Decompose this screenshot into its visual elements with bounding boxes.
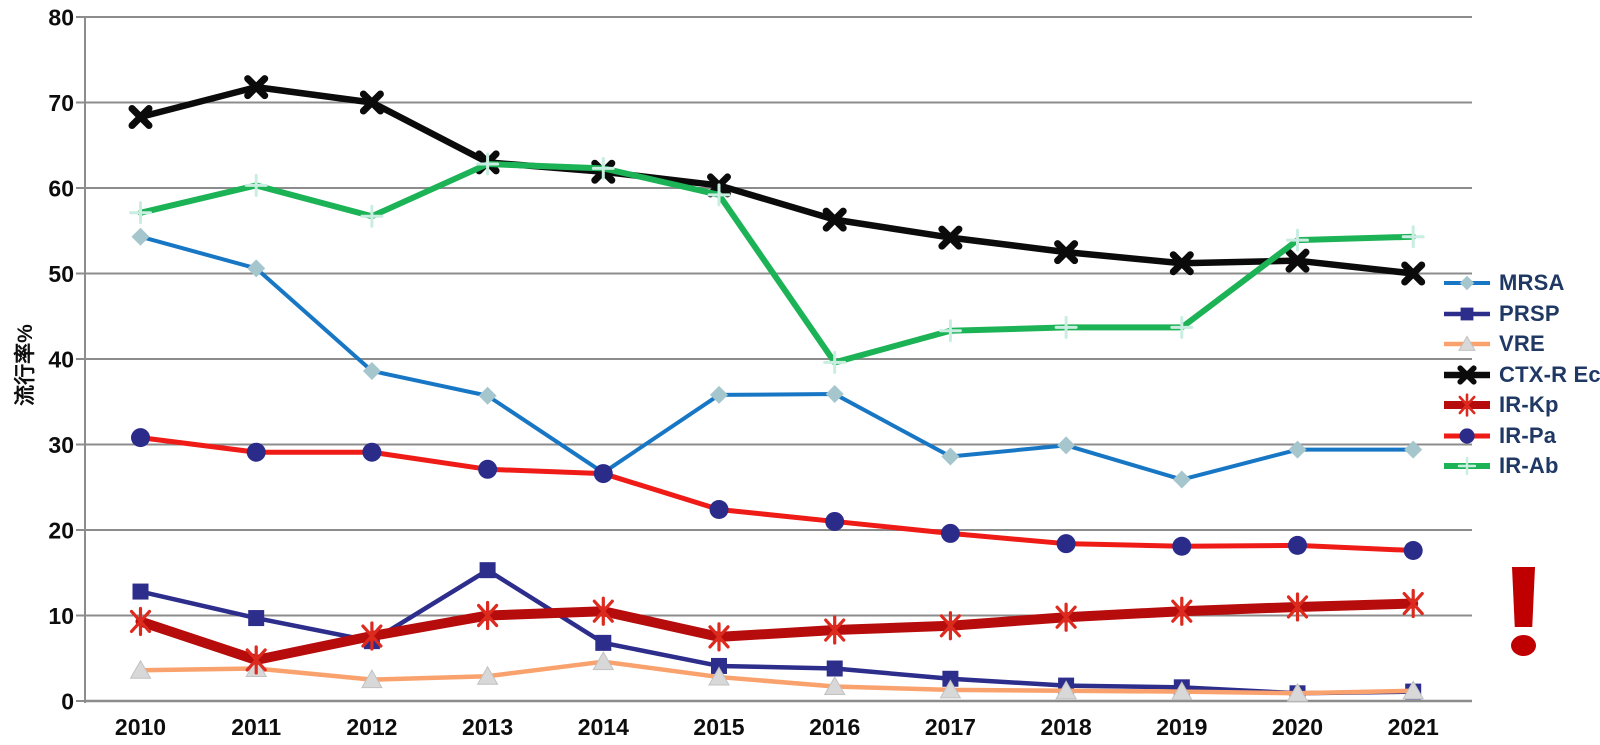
- ir-kp-series-marker-icon: [1443, 392, 1491, 418]
- x-tick-label: 2016: [809, 714, 860, 740]
- ir-pa-series-marker-icon: [1443, 423, 1491, 449]
- y-tick-label: 80: [48, 5, 74, 31]
- y-tick-label: 20: [48, 518, 74, 544]
- y-tick-label: 10: [48, 603, 74, 629]
- legend-label-vre: VRE: [1499, 331, 1545, 356]
- series-ir-pa: [131, 428, 1423, 561]
- series-vre: [129, 651, 1425, 702]
- legend-label-ir-pa: IR-Pa: [1499, 422, 1557, 448]
- y-tick-label: 0: [61, 689, 74, 715]
- x-tick-label: 2021: [1388, 714, 1439, 740]
- x-tick-label: 2018: [1041, 714, 1092, 740]
- x-tick-label: 2019: [1156, 714, 1207, 740]
- vre-series-marker-icon: [1443, 331, 1491, 357]
- legend-item-ir-pa: IR-Pa: [1443, 423, 1600, 449]
- legend-label-prsp: PRSP: [1499, 300, 1560, 326]
- ir-ab-series-marker-icon: [1443, 453, 1491, 479]
- y-tick-label: 60: [48, 176, 74, 202]
- y-tick-label: 30: [48, 432, 74, 458]
- y-axis-title: 流行率%: [14, 324, 37, 406]
- x-tick-label: 2013: [462, 714, 513, 740]
- x-tick-label: 2014: [578, 714, 629, 740]
- x-tick-label: 2020: [1272, 714, 1323, 740]
- x-tick-label: 2011: [231, 714, 281, 740]
- series-mrsa: [131, 227, 1423, 489]
- y-tick-label: 40: [48, 347, 74, 373]
- legend-label-ctx-r-ec: CTX-R Ec: [1499, 361, 1600, 387]
- legend-label-ir-ab: IR-Ab: [1499, 453, 1559, 478]
- legend-item-ctx-r-ec: CTX-R Ec: [1443, 362, 1600, 388]
- x-tick-label: 2015: [693, 714, 744, 740]
- legend-item-ir-kp: IR-Kp: [1443, 392, 1600, 418]
- series-ctx-r-ec: [128, 75, 1426, 286]
- x-tick-label: 2010: [115, 714, 166, 740]
- legend-label-ir-kp: IR-Kp: [1499, 392, 1559, 417]
- x-tick-label: 2017: [925, 714, 976, 740]
- legend-item-vre: VRE: [1443, 331, 1600, 357]
- exclamation-dot: [1511, 635, 1536, 656]
- legend-label-mrsa: MRSA: [1499, 270, 1565, 295]
- series-ir-ab: [129, 152, 1425, 374]
- x-tick-label: 2012: [346, 714, 397, 740]
- ctx-r-ec-series-marker-icon: [1443, 362, 1491, 388]
- exclamation-icon: [1503, 567, 1547, 659]
- series-ir-kp: [129, 588, 1424, 675]
- legend-item-prsp: PRSP: [1443, 301, 1600, 327]
- mrsa-series-marker-icon: [1443, 270, 1491, 296]
- legend: MRSA PRSP VRE CTX-R Ec IR-Kp IR-Pa IR-Ab: [1443, 270, 1600, 479]
- y-tick-label: 70: [48, 90, 74, 116]
- legend-item-mrsa: MRSA: [1443, 270, 1600, 296]
- legend-item-ir-ab: IR-Ab: [1443, 453, 1600, 479]
- gridlines: 0 10 20 30 40 50 60 70 80: [48, 5, 1472, 715]
- exclamation-bar: [1512, 567, 1535, 627]
- prsp-series-marker-icon: [1443, 301, 1491, 327]
- x-axis-labels: 2010 2011 2012 2013 2014 2015 2016 2017 2018 2019…: [115, 714, 1439, 740]
- y-tick-label: 50: [48, 261, 74, 287]
